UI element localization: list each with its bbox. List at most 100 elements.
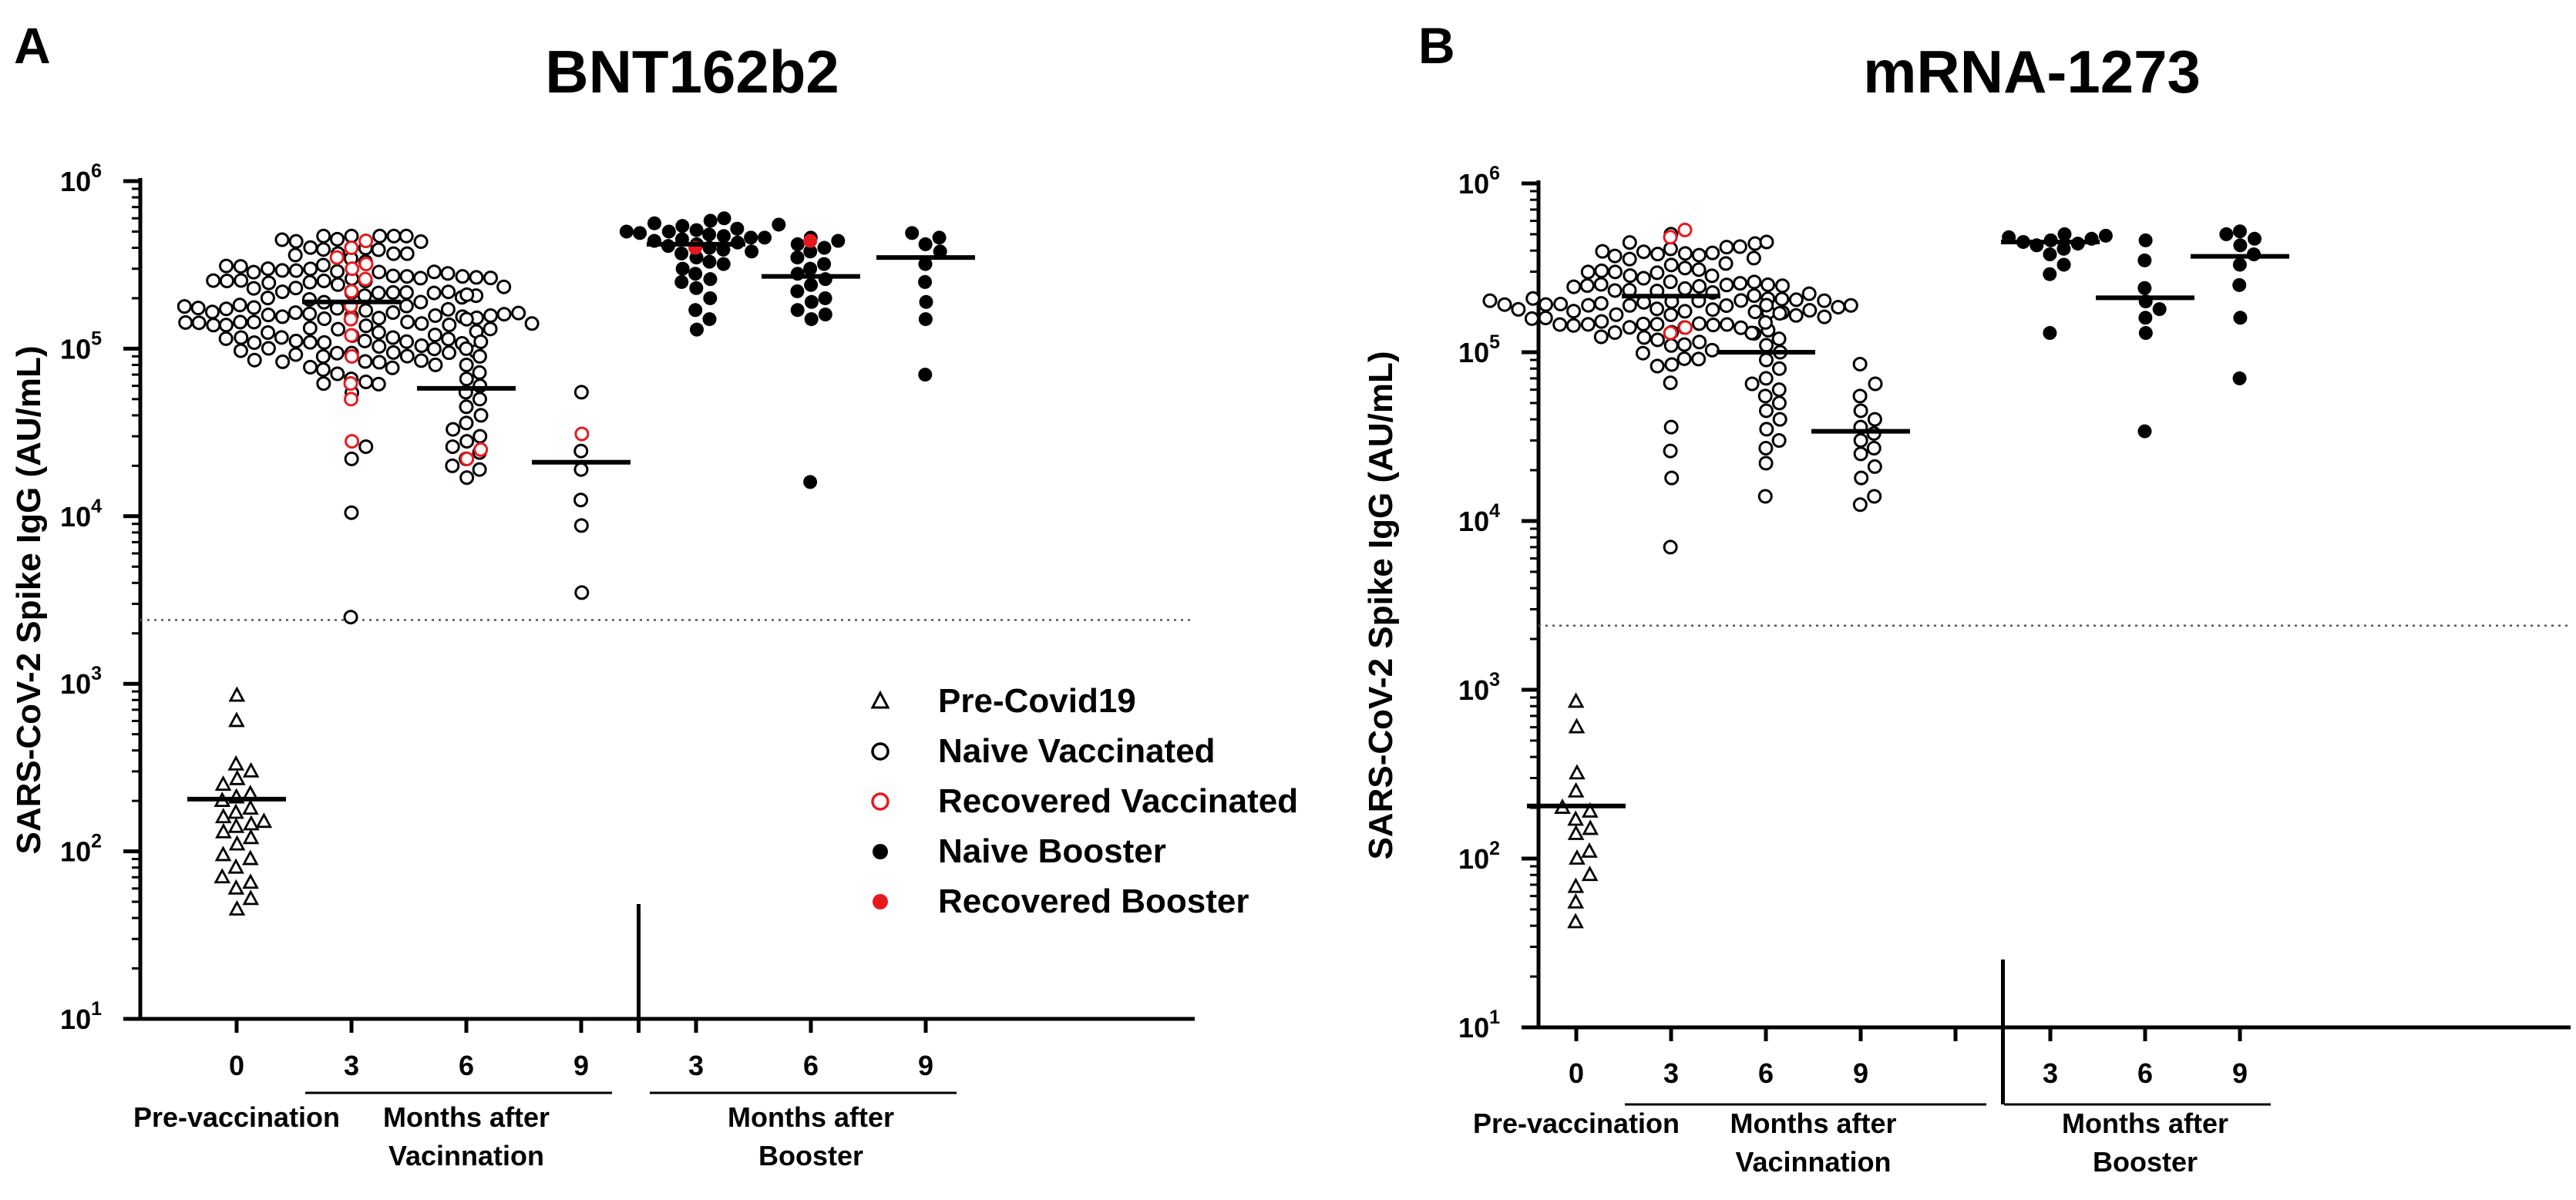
data-point-open [1607, 283, 1623, 298]
data-point-open [1593, 329, 1609, 345]
data-point-open [1719, 298, 1734, 314]
y-tick-label: 105 [1458, 331, 1500, 368]
data-point-open [1866, 441, 1882, 456]
data-point-filled [817, 257, 832, 271]
data-point-open [1720, 317, 1735, 332]
data-point-open [1609, 307, 1624, 322]
group-label: Months after [728, 1101, 894, 1133]
data-point-open [1663, 325, 1678, 341]
data-point-filled [2043, 326, 2057, 341]
data-point-open [1636, 330, 1652, 345]
data-point-filled [932, 230, 947, 245]
group-label: Vacinnation [388, 1140, 544, 1171]
data-point-triangle [228, 835, 246, 851]
data-point-open [1650, 265, 1665, 281]
y-tick-base: 10 [60, 501, 91, 533]
x-tick-label: 0 [229, 1050, 244, 1081]
data-point-open [426, 285, 442, 301]
data-point-open [1734, 293, 1749, 308]
data-point-open [246, 264, 261, 280]
data-point-open [329, 250, 345, 265]
data-point-open [574, 426, 590, 442]
data-point-open [274, 330, 289, 345]
data-point-filled [745, 244, 759, 259]
data-point-open [288, 333, 304, 348]
data-point-filled [804, 277, 819, 292]
data-point-open [1497, 297, 1512, 312]
data-point-triangle [242, 829, 260, 845]
data-point-open [1718, 256, 1734, 271]
group-label: Months after [383, 1101, 550, 1133]
data-point-open [1759, 338, 1774, 353]
data-point-filled [790, 237, 805, 251]
data-point-filled [744, 230, 758, 245]
data-point-open [1538, 310, 1553, 325]
y-tick-exponent: 2 [1489, 838, 1500, 859]
data-point-open [1677, 246, 1693, 261]
data-point-triangle [214, 868, 231, 884]
data-point-open [1704, 268, 1720, 284]
data-point-open [473, 408, 489, 423]
data-point-open [316, 376, 331, 392]
data-point-open [329, 345, 345, 361]
y-tick-exponent: 3 [1489, 669, 1500, 691]
data-point-open [459, 311, 474, 327]
data-point-open [1676, 337, 1692, 352]
data-point-open [472, 429, 488, 444]
data-point-open [1538, 297, 1553, 312]
data-point-open [414, 316, 429, 331]
data-point-open [1650, 247, 1666, 262]
data-point-filled [674, 246, 689, 261]
data-point-filled [2137, 424, 2152, 439]
data-point-open [303, 359, 318, 375]
data-point-open [1760, 277, 1776, 292]
data-point-open [1664, 357, 1680, 372]
data-point-triangle [228, 769, 246, 785]
data-point-filled [2232, 371, 2247, 385]
data-point-open [473, 334, 489, 349]
data-point-open [1677, 261, 1693, 276]
data-point-open [1511, 301, 1526, 317]
data-point-open [1801, 286, 1817, 301]
data-point-open [385, 305, 401, 321]
data-point-open [261, 341, 276, 356]
data-point-open [1744, 325, 1760, 341]
data-point-triangle [227, 755, 244, 771]
data-point-open [344, 505, 359, 520]
data-point-filled [918, 237, 933, 251]
data-point-open [1774, 278, 1790, 294]
data-point-open [1747, 274, 1762, 290]
data-point-triangle [227, 879, 245, 895]
data-point-filled [688, 267, 703, 281]
data-point-open [1636, 316, 1651, 331]
data-point-open [315, 257, 331, 273]
data-point-open [483, 271, 499, 286]
data-point-open [441, 284, 456, 300]
data-point-open [1525, 291, 1541, 306]
data-point-open [274, 263, 290, 278]
data-point-open [442, 345, 457, 361]
data-point-open [343, 311, 358, 327]
data-point-triangle [255, 812, 273, 829]
data-point-open [233, 314, 248, 330]
data-point-open [190, 301, 206, 316]
data-point-open [274, 309, 290, 324]
data-point-filled [2232, 277, 2247, 292]
data-point-open [302, 334, 318, 350]
data-point-open [1758, 441, 1774, 456]
data-point-filled [2138, 326, 2153, 341]
data-point-open [316, 273, 331, 288]
data-point-open [344, 240, 359, 256]
data-point-open [1691, 351, 1707, 367]
data-point-open [1663, 443, 1678, 459]
data-point-open [344, 451, 359, 466]
data-point-open [1705, 302, 1720, 318]
y-tick-base: 10 [1458, 843, 1489, 875]
legend-marker-filled [873, 894, 888, 909]
data-point-filled [772, 217, 786, 232]
data-point-open [1747, 304, 1763, 320]
x-tick-label: 6 [803, 1050, 819, 1081]
y-tick-label: 101 [1458, 1007, 1500, 1044]
data-point-filled [689, 223, 704, 237]
